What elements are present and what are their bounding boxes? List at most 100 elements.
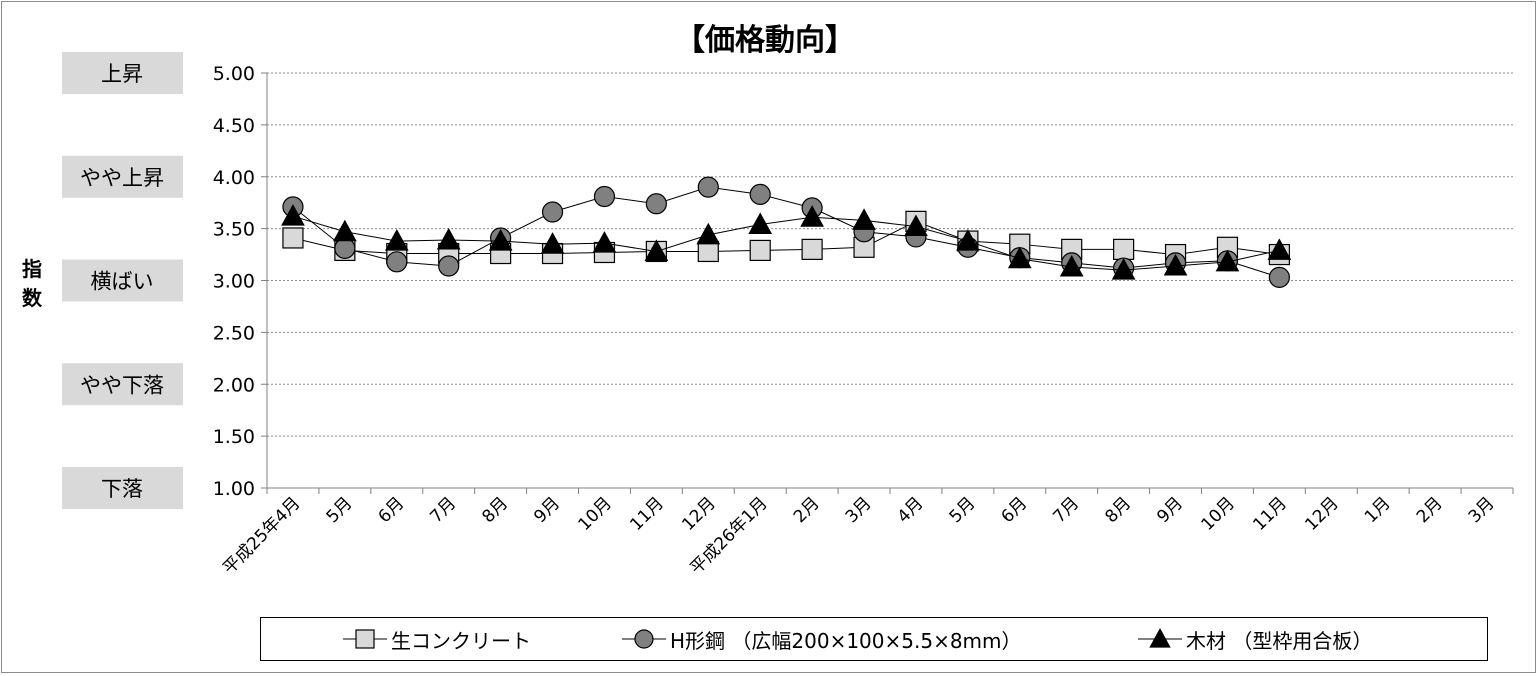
data-point — [384, 229, 409, 251]
data-point — [1215, 249, 1240, 272]
data-point — [645, 193, 667, 215]
data-point — [749, 239, 771, 262]
level-label-box — [62, 155, 183, 198]
x-tick-label: 6月 — [375, 493, 409, 527]
data-point — [749, 183, 771, 205]
x-tick-label: 11月 — [626, 493, 667, 534]
x-tick-label: 2月 — [1413, 493, 1447, 527]
data-point — [540, 232, 565, 254]
level-label-box — [62, 363, 183, 406]
data-point — [282, 227, 304, 249]
y-axis-label-char-1: 指 — [22, 257, 42, 281]
data-point — [904, 214, 928, 237]
legend-item: 木材 （型枠用合板） — [1138, 618, 1372, 660]
x-tick-label: 平成25年4月 — [219, 493, 304, 578]
data-point — [1007, 246, 1032, 269]
data-point — [592, 231, 617, 253]
legend: 生コンクリート H形鋼 （広幅200×100×5.5×8mm） 木材 （型枠用合板） — [260, 617, 1488, 661]
series-layer — [281, 176, 1292, 288]
data-point — [1268, 266, 1290, 288]
x-tick-label: 7月 — [1049, 493, 1083, 527]
series-3 — [281, 204, 1292, 280]
data-point — [1113, 238, 1135, 260]
level-label: 上昇 — [101, 62, 143, 86]
data-point — [748, 212, 773, 234]
y-tick-label: 1.00 — [213, 478, 255, 500]
level-label: 下落 — [101, 477, 143, 501]
legend-item: H形鋼 （広幅200×100×5.5×8mm） — [622, 618, 1022, 660]
legend-marker — [634, 629, 654, 649]
data-point — [956, 229, 980, 251]
legend-label: 生コンクリート — [391, 628, 531, 653]
level-label: やや下落 — [80, 373, 164, 397]
x-tick-label: 9月 — [1153, 493, 1187, 527]
legend-marker — [355, 629, 375, 649]
x-tick-label: 9月 — [530, 493, 564, 527]
data-point — [333, 219, 357, 242]
legend-item: 生コンクリート — [343, 618, 531, 660]
y-tick-label: 4.50 — [213, 115, 255, 137]
data-point — [697, 240, 719, 263]
y-tick-label: 3.00 — [213, 271, 255, 293]
x-tick-label: 4月 — [894, 493, 928, 527]
grid-lines — [261, 72, 1513, 489]
y-tick-label: 5.00 — [213, 63, 255, 85]
level-label-box — [62, 259, 183, 302]
series-1 — [282, 210, 1290, 266]
x-tick-label: 8月 — [478, 493, 512, 527]
data-point — [438, 255, 460, 277]
x-tick-label: 6月 — [998, 493, 1032, 527]
y-tick-labels: 1.00 1.50 2.00 2.50 3.00 3.50 4.00 4.50 5.00 — [213, 63, 255, 500]
data-point — [436, 227, 461, 250]
x-tick-label: 12月 — [678, 493, 719, 534]
data-point — [1059, 254, 1084, 277]
y-tick-label: 4.00 — [213, 167, 255, 189]
x-tick-label: 3月 — [842, 493, 876, 527]
x-tick-label: 5月 — [946, 493, 980, 527]
y-axis-label-char-2: 数 — [22, 286, 43, 310]
level-label-box — [62, 52, 183, 94]
x-tick-label: 10月 — [1198, 493, 1239, 534]
data-point — [541, 201, 564, 223]
data-point — [1111, 258, 1136, 280]
chart-title: 【価格動向】 — [675, 23, 855, 58]
level-label: やや上昇 — [80, 166, 164, 190]
data-point — [593, 185, 616, 208]
x-tick-label: 1月 — [1361, 493, 1395, 527]
data-point — [800, 205, 824, 227]
x-tick-label: 10月 — [575, 493, 616, 534]
level-label-box — [62, 467, 183, 509]
y-tick-label: 3.50 — [213, 219, 255, 241]
legend-label: 木材 （型枠用合板） — [1186, 628, 1373, 653]
data-point — [644, 239, 669, 261]
y-tick-label: 2.50 — [213, 322, 255, 344]
y-tick-label: 1.50 — [213, 426, 255, 448]
series-2 — [282, 176, 1290, 288]
x-tick-label: 7月 — [426, 493, 460, 527]
x-tick-label: 12月 — [1301, 493, 1342, 534]
x-tick-label: 8月 — [1101, 493, 1135, 527]
data-point — [852, 208, 876, 230]
axes — [266, 73, 1514, 494]
data-point — [1267, 238, 1292, 260]
data-point — [281, 204, 305, 226]
data-point — [488, 229, 513, 251]
legend-marker — [1149, 628, 1171, 648]
y-tick-label: 2.00 — [213, 374, 255, 396]
data-point — [801, 238, 823, 260]
data-point — [697, 176, 719, 198]
x-tick-label: 2月 — [790, 493, 824, 527]
data-point — [1163, 253, 1188, 276]
legend-swatch — [622, 629, 666, 649]
legend-swatch — [1138, 628, 1182, 648]
legend-label: H形鋼 （広幅200×100×5.5×8mm） — [670, 628, 1022, 653]
data-point — [696, 222, 721, 245]
legend-swatch — [343, 629, 387, 649]
data-point — [386, 251, 408, 273]
x-tick-label: 5月 — [323, 493, 357, 527]
data-point — [334, 237, 356, 259]
